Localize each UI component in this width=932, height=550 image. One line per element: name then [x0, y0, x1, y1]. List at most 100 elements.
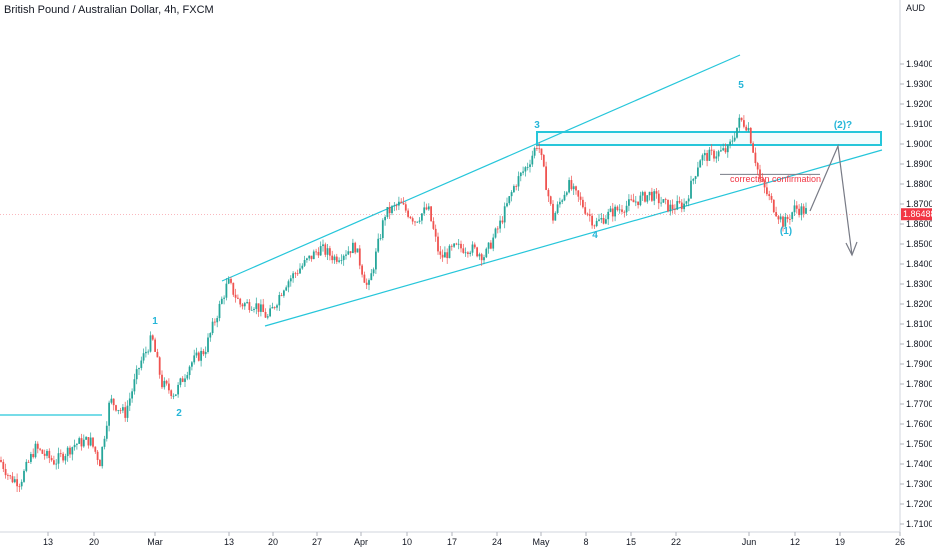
candle-body	[53, 460, 55, 465]
candle-body	[706, 153, 708, 161]
y-tick-label: 1.87000	[906, 199, 932, 209]
candle-body	[740, 117, 743, 121]
candle-body	[356, 248, 359, 253]
candle-body	[664, 199, 667, 200]
candle	[425, 203, 428, 211]
candle-body	[243, 303, 246, 307]
candle-body	[227, 278, 230, 284]
candle-body	[432, 221, 435, 229]
candle	[138, 367, 140, 375]
candle-body	[473, 244, 476, 248]
candle-body	[62, 453, 64, 461]
candle	[519, 171, 522, 182]
candle-body	[802, 206, 805, 214]
candle-body	[398, 201, 400, 206]
candle	[556, 201, 559, 215]
candle-body	[487, 242, 490, 249]
candle	[126, 400, 129, 422]
candle	[805, 202, 807, 215]
candle-body	[519, 172, 522, 177]
candle-body	[795, 205, 798, 209]
candle	[87, 436, 90, 449]
candle	[598, 213, 600, 222]
candle	[540, 148, 543, 161]
candle-body	[526, 166, 529, 168]
candle	[487, 242, 490, 254]
candle	[763, 179, 766, 194]
candle	[667, 199, 669, 213]
candle	[89, 432, 92, 447]
candle-body	[483, 257, 485, 261]
candle	[460, 240, 462, 253]
candle	[99, 458, 101, 467]
candle-body	[747, 127, 750, 131]
candle-body	[161, 374, 163, 388]
y-tick-label: 1.79000	[906, 359, 932, 369]
candle-body	[246, 302, 248, 304]
candle	[64, 453, 67, 465]
candle-body	[731, 140, 734, 142]
candle	[48, 448, 51, 464]
channel-upper-line	[221, 54, 741, 282]
candle-body	[174, 394, 177, 396]
candle	[439, 245, 442, 260]
y-tick-label: 1.93000	[906, 79, 932, 89]
candle-body	[338, 260, 340, 262]
candle	[605, 215, 607, 225]
candle-body	[708, 149, 711, 161]
candle-body	[99, 459, 101, 467]
candle-body	[381, 220, 384, 239]
candle-body	[352, 242, 354, 254]
candle	[273, 306, 276, 310]
candle-body	[105, 425, 108, 439]
candle-body	[319, 246, 322, 256]
candle	[713, 149, 715, 162]
candle	[678, 196, 681, 204]
candle-body	[16, 479, 18, 487]
candle-body	[798, 208, 800, 216]
candle	[188, 365, 191, 380]
candle-body	[448, 245, 451, 259]
candle	[156, 348, 159, 358]
candle	[724, 143, 727, 154]
candle	[427, 203, 430, 211]
candle-body	[513, 186, 515, 193]
candle-body	[112, 398, 115, 406]
candle	[740, 117, 743, 122]
candle	[158, 356, 161, 379]
candle-body	[736, 127, 738, 138]
candle-body	[685, 201, 688, 204]
x-tick-label: Jun	[742, 537, 757, 547]
candle	[694, 175, 697, 184]
candle-body	[494, 228, 497, 238]
candle	[476, 246, 478, 258]
candle	[285, 285, 288, 292]
y-tick-label: 1.76000	[906, 419, 932, 429]
candle-body	[384, 216, 386, 221]
candle-body	[237, 297, 239, 299]
candle-body	[646, 195, 649, 202]
candle	[39, 447, 41, 452]
candle	[404, 201, 407, 213]
candle	[729, 139, 731, 149]
candle	[388, 202, 391, 219]
candle	[358, 245, 361, 270]
candle	[579, 192, 582, 206]
candle-body	[340, 260, 343, 261]
candle	[731, 135, 734, 145]
candle	[784, 212, 787, 227]
channel-lower-line	[264, 149, 883, 327]
candle-body	[722, 148, 725, 151]
candle-body	[701, 155, 704, 161]
candle	[798, 204, 800, 218]
candle	[494, 227, 497, 239]
candle	[46, 448, 48, 459]
candle	[563, 191, 566, 202]
candle	[32, 448, 35, 459]
candle-body	[55, 463, 58, 465]
candle	[745, 124, 748, 132]
candle	[62, 451, 64, 463]
candle-body	[202, 350, 205, 355]
candle-body	[324, 244, 327, 255]
